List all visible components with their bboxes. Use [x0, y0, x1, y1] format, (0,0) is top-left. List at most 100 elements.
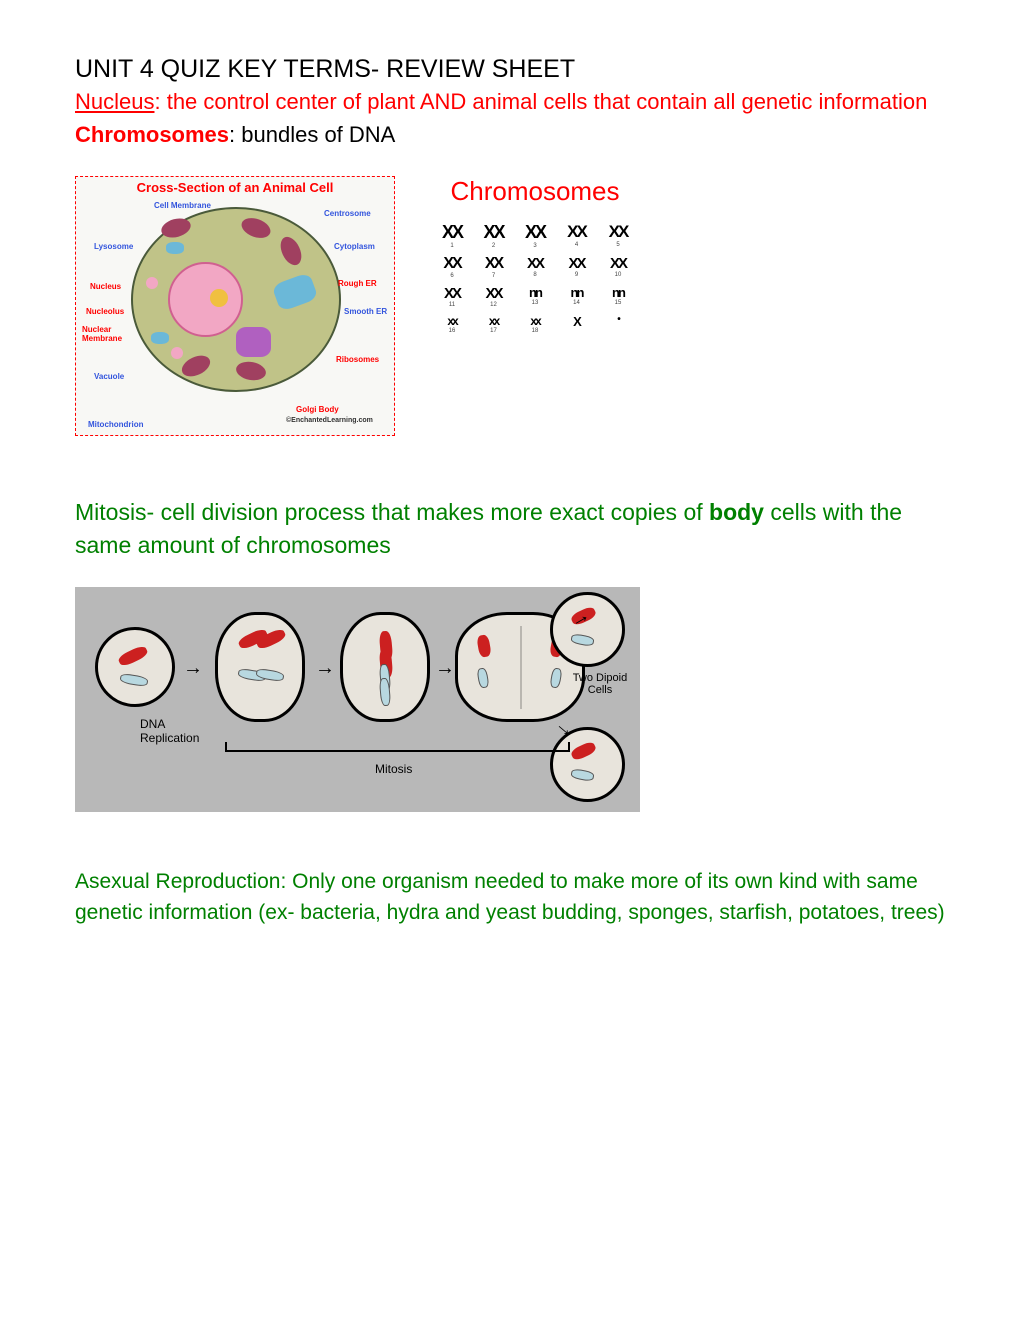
asexual-definition: Asexual Reproduction: Only one organism … — [75, 867, 945, 928]
label-vacuole: Vacuole — [94, 372, 124, 381]
chromosome-number: 12 — [490, 302, 497, 308]
chromosomes-definition: Chromosomes: bundles of DNA — [75, 120, 945, 151]
chromosome-number: 10 — [615, 272, 622, 278]
nucleolus-shape — [210, 289, 228, 307]
chromosome-number: 17 — [490, 328, 497, 334]
organelle-shape — [166, 242, 184, 254]
chromosome-pair: XX4 — [560, 222, 594, 249]
chromosome-glyph: XX — [485, 255, 502, 273]
chromosome-pair: XX10 — [601, 255, 635, 279]
mitosis-definition: Mitosis- cell division process that make… — [75, 496, 945, 563]
chromosome-pair: XX3 — [518, 222, 552, 249]
chromosome-number: 3 — [533, 243, 536, 249]
label-lysosome: Lysosome — [94, 242, 133, 251]
chromosome-pair: nn15 — [601, 285, 635, 308]
mitosis-cell-2 — [215, 612, 305, 722]
chromosomes-column: Chromosomes XX1XX2XX3XX4XX5XX6XX7XX8XX9X… — [435, 176, 635, 340]
chromosome-pair: xx16 — [435, 314, 469, 334]
mitosis-bold-body: body — [709, 499, 764, 525]
mitosis-cell-5a — [550, 592, 625, 667]
chromosome-glyph: XX — [442, 222, 462, 243]
nucleus-shape — [168, 262, 243, 337]
chromosome-pair: XX7 — [477, 255, 511, 279]
chromosome-pair: XX12 — [477, 285, 511, 308]
label-rough-er: Rough ER — [338, 279, 377, 288]
chromosome-number: 4 — [575, 242, 578, 248]
chromosome-glyph: XX — [444, 285, 460, 302]
lysosome-shape — [171, 347, 183, 359]
arrow-icon: → — [435, 657, 455, 680]
chromosome-pair: nn13 — [518, 285, 552, 308]
chromosome-glyph: nn — [529, 285, 541, 300]
chromosome-glyph: xx — [530, 314, 539, 328]
mitosis-diagram: → → → → → DNA Replication Mitosis Two Di… — [75, 587, 640, 812]
chromosome-number: 11 — [449, 302, 455, 308]
chromosome-glyph: XX — [525, 222, 545, 243]
karyotype-row: XX11XX12nn13nn14nn15 — [435, 285, 635, 308]
golgi-shape — [236, 327, 271, 357]
label-centrosome: Centrosome — [324, 209, 371, 218]
chromosome-glyph: XX — [610, 255, 626, 272]
mitosis-cell-1 — [95, 627, 175, 707]
chromosome-glyph: XX — [609, 222, 628, 242]
mitosis-text-prefix: Mitosis- cell division process that make… — [75, 499, 709, 525]
label-nucleolus: Nucleolus — [86, 307, 124, 316]
arrow-icon: → — [183, 657, 203, 680]
bracket-icon — [225, 742, 570, 752]
mitosis-cell-3 — [340, 612, 430, 722]
nucleus-def-text: : the control center of plant AND animal… — [154, 89, 927, 114]
chromosome-pair: XX11 — [435, 285, 469, 308]
label-two-diploid: Two Dipoid Cells — [570, 672, 630, 696]
chromosome-pair: XX6 — [435, 255, 469, 279]
chromosome-glyph: XX — [568, 255, 584, 272]
chromosome-number: 7 — [492, 273, 495, 279]
karyotype-row: xx16xx17xx18X• — [435, 314, 635, 334]
chromosomes-title: Chromosomes — [450, 176, 619, 207]
figure-row: Cross-Section of an Animal Cell Cell Mem… — [75, 176, 945, 436]
label-nuclear-membrane: Nuclear Membrane — [82, 325, 122, 343]
label-cytoplasm: Cytoplasm — [334, 242, 375, 251]
chromosome-pair: xx18 — [518, 314, 552, 334]
label-dna-replication: DNA Replication — [140, 717, 210, 745]
cell-diagram: Cross-Section of an Animal Cell Cell Mem… — [75, 176, 395, 436]
chromosome-pair: XX1 — [435, 222, 469, 249]
chromosome-number: 13 — [532, 300, 539, 306]
label-ribosomes: Ribosomes — [336, 355, 379, 364]
chromosome-pair: nn14 — [560, 285, 594, 308]
chromosome-glyph: xx — [489, 314, 498, 328]
arrow-icon: → — [315, 657, 335, 680]
chromosome-glyph: xx — [447, 314, 456, 328]
chromosome-pair: XX9 — [560, 255, 594, 279]
chromosome-pair: • — [601, 314, 635, 334]
chromosome-glyph: XX — [527, 255, 543, 272]
chromosome-number: 18 — [532, 328, 539, 334]
chromosome-glyph: XX — [483, 222, 503, 243]
chromosome-pair: XX8 — [518, 255, 552, 279]
chromosome-glyph: X — [573, 314, 580, 329]
karyotype-row: XX6XX7XX8XX9XX10 — [435, 255, 635, 279]
chromosome-pair: X — [560, 314, 594, 334]
chromosome-glyph: XX — [443, 255, 460, 273]
label-mitosis: Mitosis — [375, 762, 412, 776]
karyotype-grid: XX1XX2XX3XX4XX5XX6XX7XX8XX9XX10XX11XX12n… — [435, 222, 635, 340]
page-title: UNIT 4 QUIZ KEY TERMS- REVIEW SHEET — [75, 55, 945, 84]
cell-diagram-title: Cross-Section of an Animal Cell — [76, 177, 394, 198]
label-copyright: ©EnchantedLearning.com — [286, 417, 373, 424]
chromosome-number: 15 — [615, 300, 622, 306]
label-smooth-er: Smooth ER — [344, 307, 387, 316]
chromosome-pair: XX5 — [601, 222, 635, 249]
label-golgi: Golgi Body — [296, 405, 339, 414]
chromosome-number: 9 — [575, 272, 578, 278]
label-cell-membrane: Cell Membrane — [154, 201, 211, 210]
label-nucleus: Nucleus — [90, 282, 121, 291]
chromosome-pair: xx17 — [477, 314, 511, 334]
lysosome-shape — [146, 277, 158, 289]
organelle-shape — [151, 332, 169, 344]
karyotype-row: XX1XX2XX3XX4XX5 — [435, 222, 635, 249]
chromosome-glyph: • — [617, 314, 619, 325]
chromosome-glyph: XX — [567, 222, 586, 242]
label-mitochondrion: Mitochondrion — [88, 420, 144, 429]
nucleus-label: Nucleus — [75, 89, 154, 114]
nucleus-definition: Nucleus: the control center of plant AND… — [75, 87, 945, 118]
chromosome-number: 6 — [450, 273, 453, 279]
